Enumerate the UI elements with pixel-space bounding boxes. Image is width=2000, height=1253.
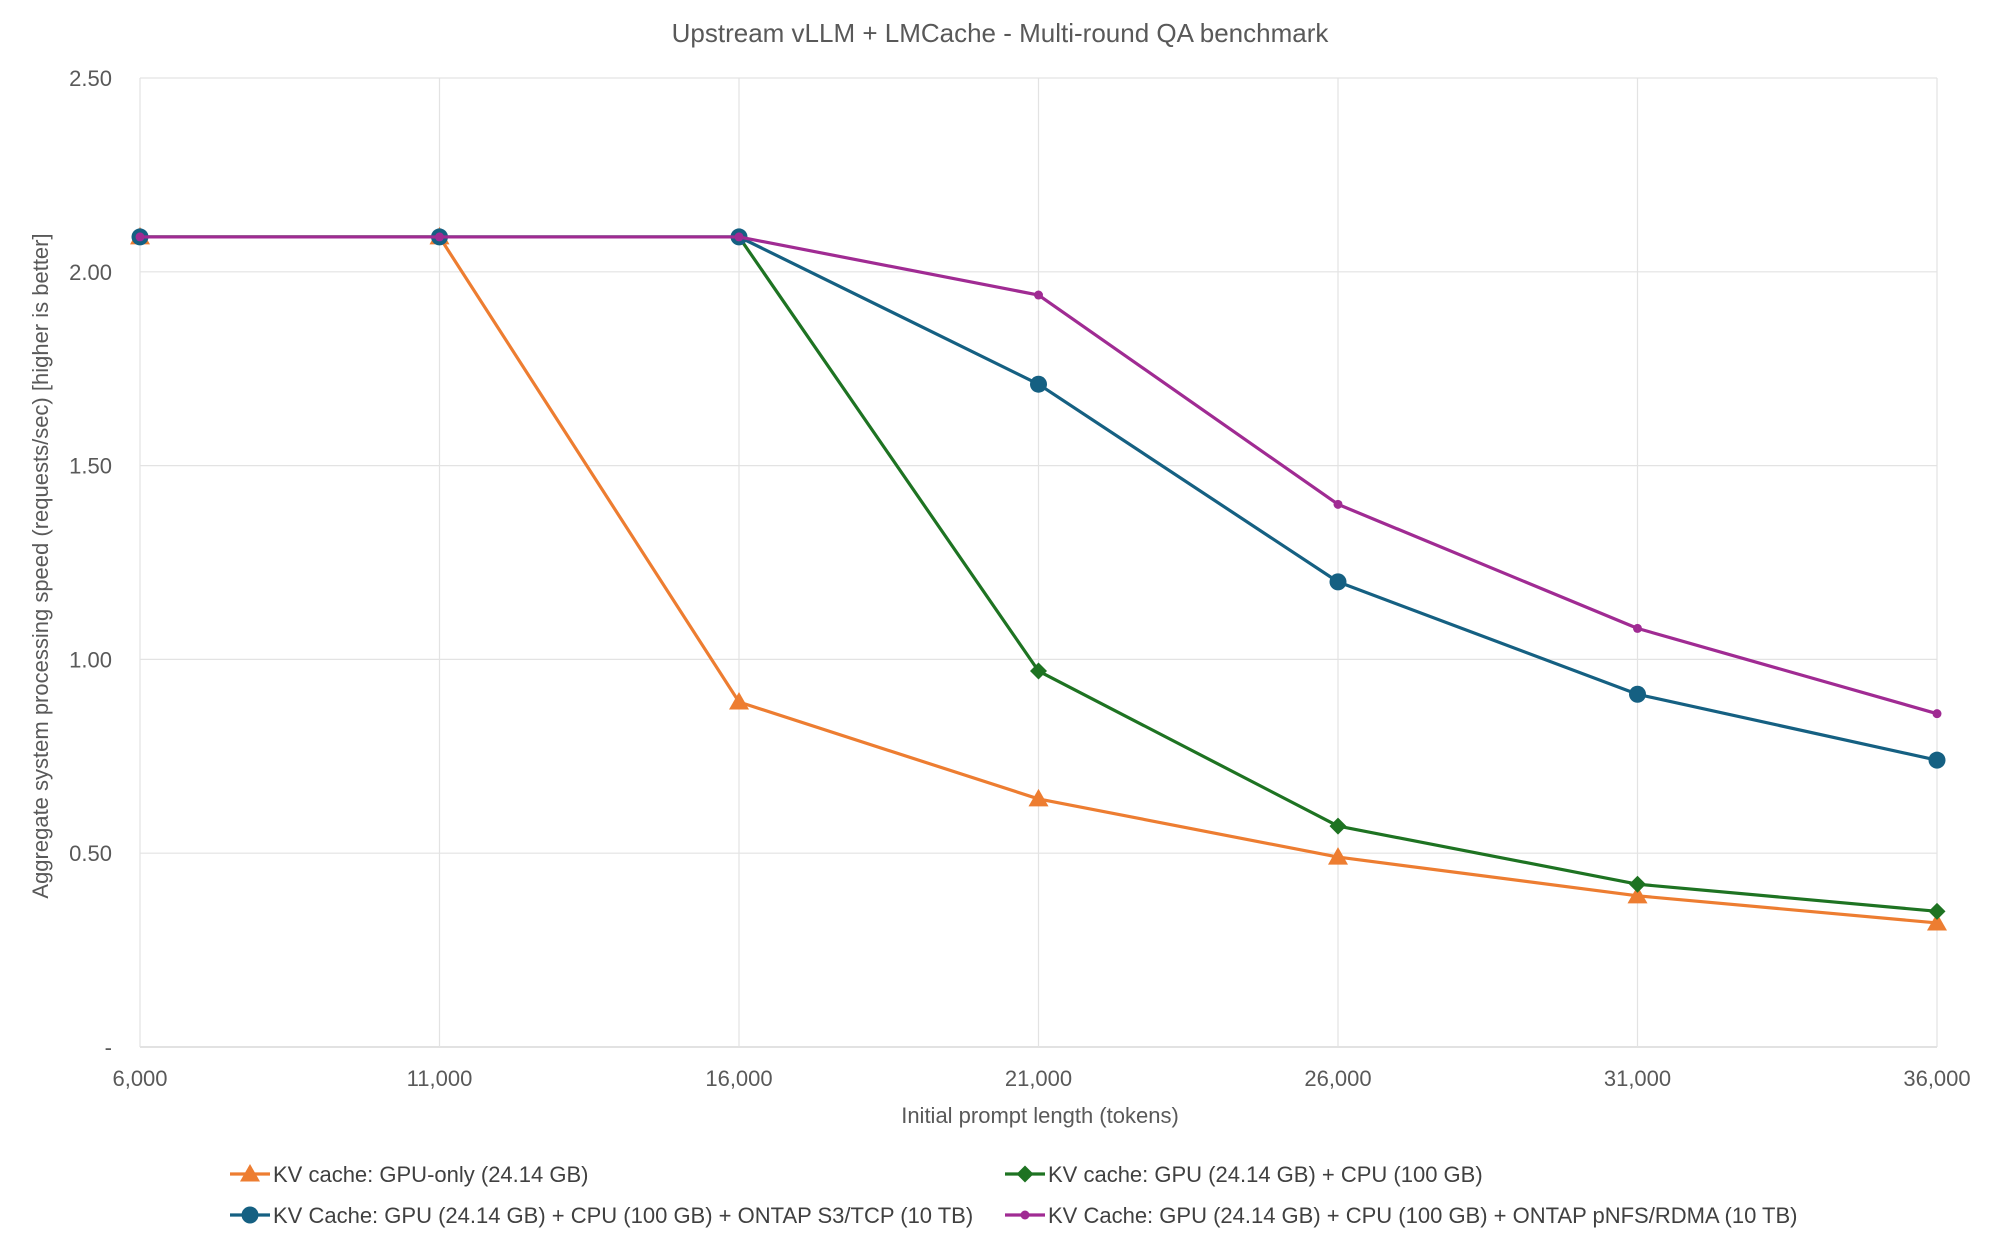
y-axis-title: Aggregate system processing speed (reque… (28, 233, 53, 898)
series-lines (130, 226, 1947, 931)
data-point (1629, 875, 1646, 893)
legend-marker (1016, 1165, 1034, 1183)
legend-marker (240, 1164, 260, 1182)
data-point (1333, 499, 1343, 509)
x-tick-label: 26,000 (1304, 1066, 1371, 1091)
data-point (1329, 573, 1347, 591)
legend-item: KV Cache: GPU (24.14 GB) + CPU (100 GB) … (1005, 1203, 1797, 1228)
legend-label: KV Cache: GPU (24.14 GB) + CPU (100 GB) … (1048, 1203, 1797, 1228)
data-point (1627, 885, 1648, 904)
y-tick-label: 1.50 (69, 454, 112, 479)
y-tick-label: 0.50 (69, 841, 112, 866)
legend-marker (1020, 1210, 1030, 1220)
data-point (435, 232, 444, 242)
chart-title: Upstream vLLM + LMCache - Multi-round QA… (672, 18, 1330, 48)
legend-item: KV cache: GPU (24.14 GB) + CPU (100 GB) (1005, 1162, 1483, 1187)
y-tick-label: 2.00 (69, 260, 112, 285)
legend-label: KV Cache: GPU (24.14 GB) + CPU (100 GB) … (273, 1203, 973, 1228)
legend-item: KV Cache: GPU (24.14 GB) + CPU (100 GB) … (230, 1203, 973, 1228)
data-point (1928, 751, 1946, 769)
legend-label: KV cache: GPU (24.14 GB) + CPU (100 GB) (1048, 1162, 1483, 1187)
axes: - 0.50 1.00 1.50 2.00 2.50 6,000 11,000 16,000 21… (69, 66, 1970, 1091)
legend-item: KV cache: GPU-only (24.14 GB) (230, 1162, 588, 1187)
y-tick-label: - (105, 1035, 112, 1060)
x-axis-title: Initial prompt length (tokens) (901, 1103, 1179, 1128)
data-point (734, 232, 744, 242)
data-point (1928, 902, 1946, 920)
legend: KV cache: GPU-only (24.14 GB) KV cache: G… (230, 1162, 1797, 1228)
x-tick-label: 31,000 (1604, 1066, 1671, 1091)
data-point (1328, 847, 1348, 865)
data-point (1030, 375, 1047, 393)
x-tick-label: 21,000 (1005, 1066, 1072, 1091)
x-tick-label: 16,000 (705, 1066, 772, 1091)
gridlines (139, 77, 1938, 1048)
x-tick-label: 6,000 (112, 1066, 167, 1091)
y-tick-label: 2.50 (69, 66, 112, 91)
legend-label: KV cache: GPU-only (24.14 GB) (273, 1162, 588, 1187)
data-point (1927, 912, 1947, 931)
data-point (135, 232, 145, 242)
data-point (1932, 709, 1942, 719)
x-tick-label: 11,000 (407, 1066, 473, 1091)
data-point (1028, 788, 1049, 807)
data-point (1030, 662, 1047, 680)
data-point (1329, 817, 1347, 835)
x-tick-label: 36,000 (1903, 1066, 1970, 1091)
data-point (1034, 290, 1043, 300)
y-tick-label: 1.00 (69, 647, 112, 672)
series-4 (135, 232, 1942, 719)
data-point (1629, 685, 1646, 703)
data-point (729, 692, 749, 710)
data-point (1633, 623, 1642, 633)
legend-marker (241, 1206, 259, 1224)
